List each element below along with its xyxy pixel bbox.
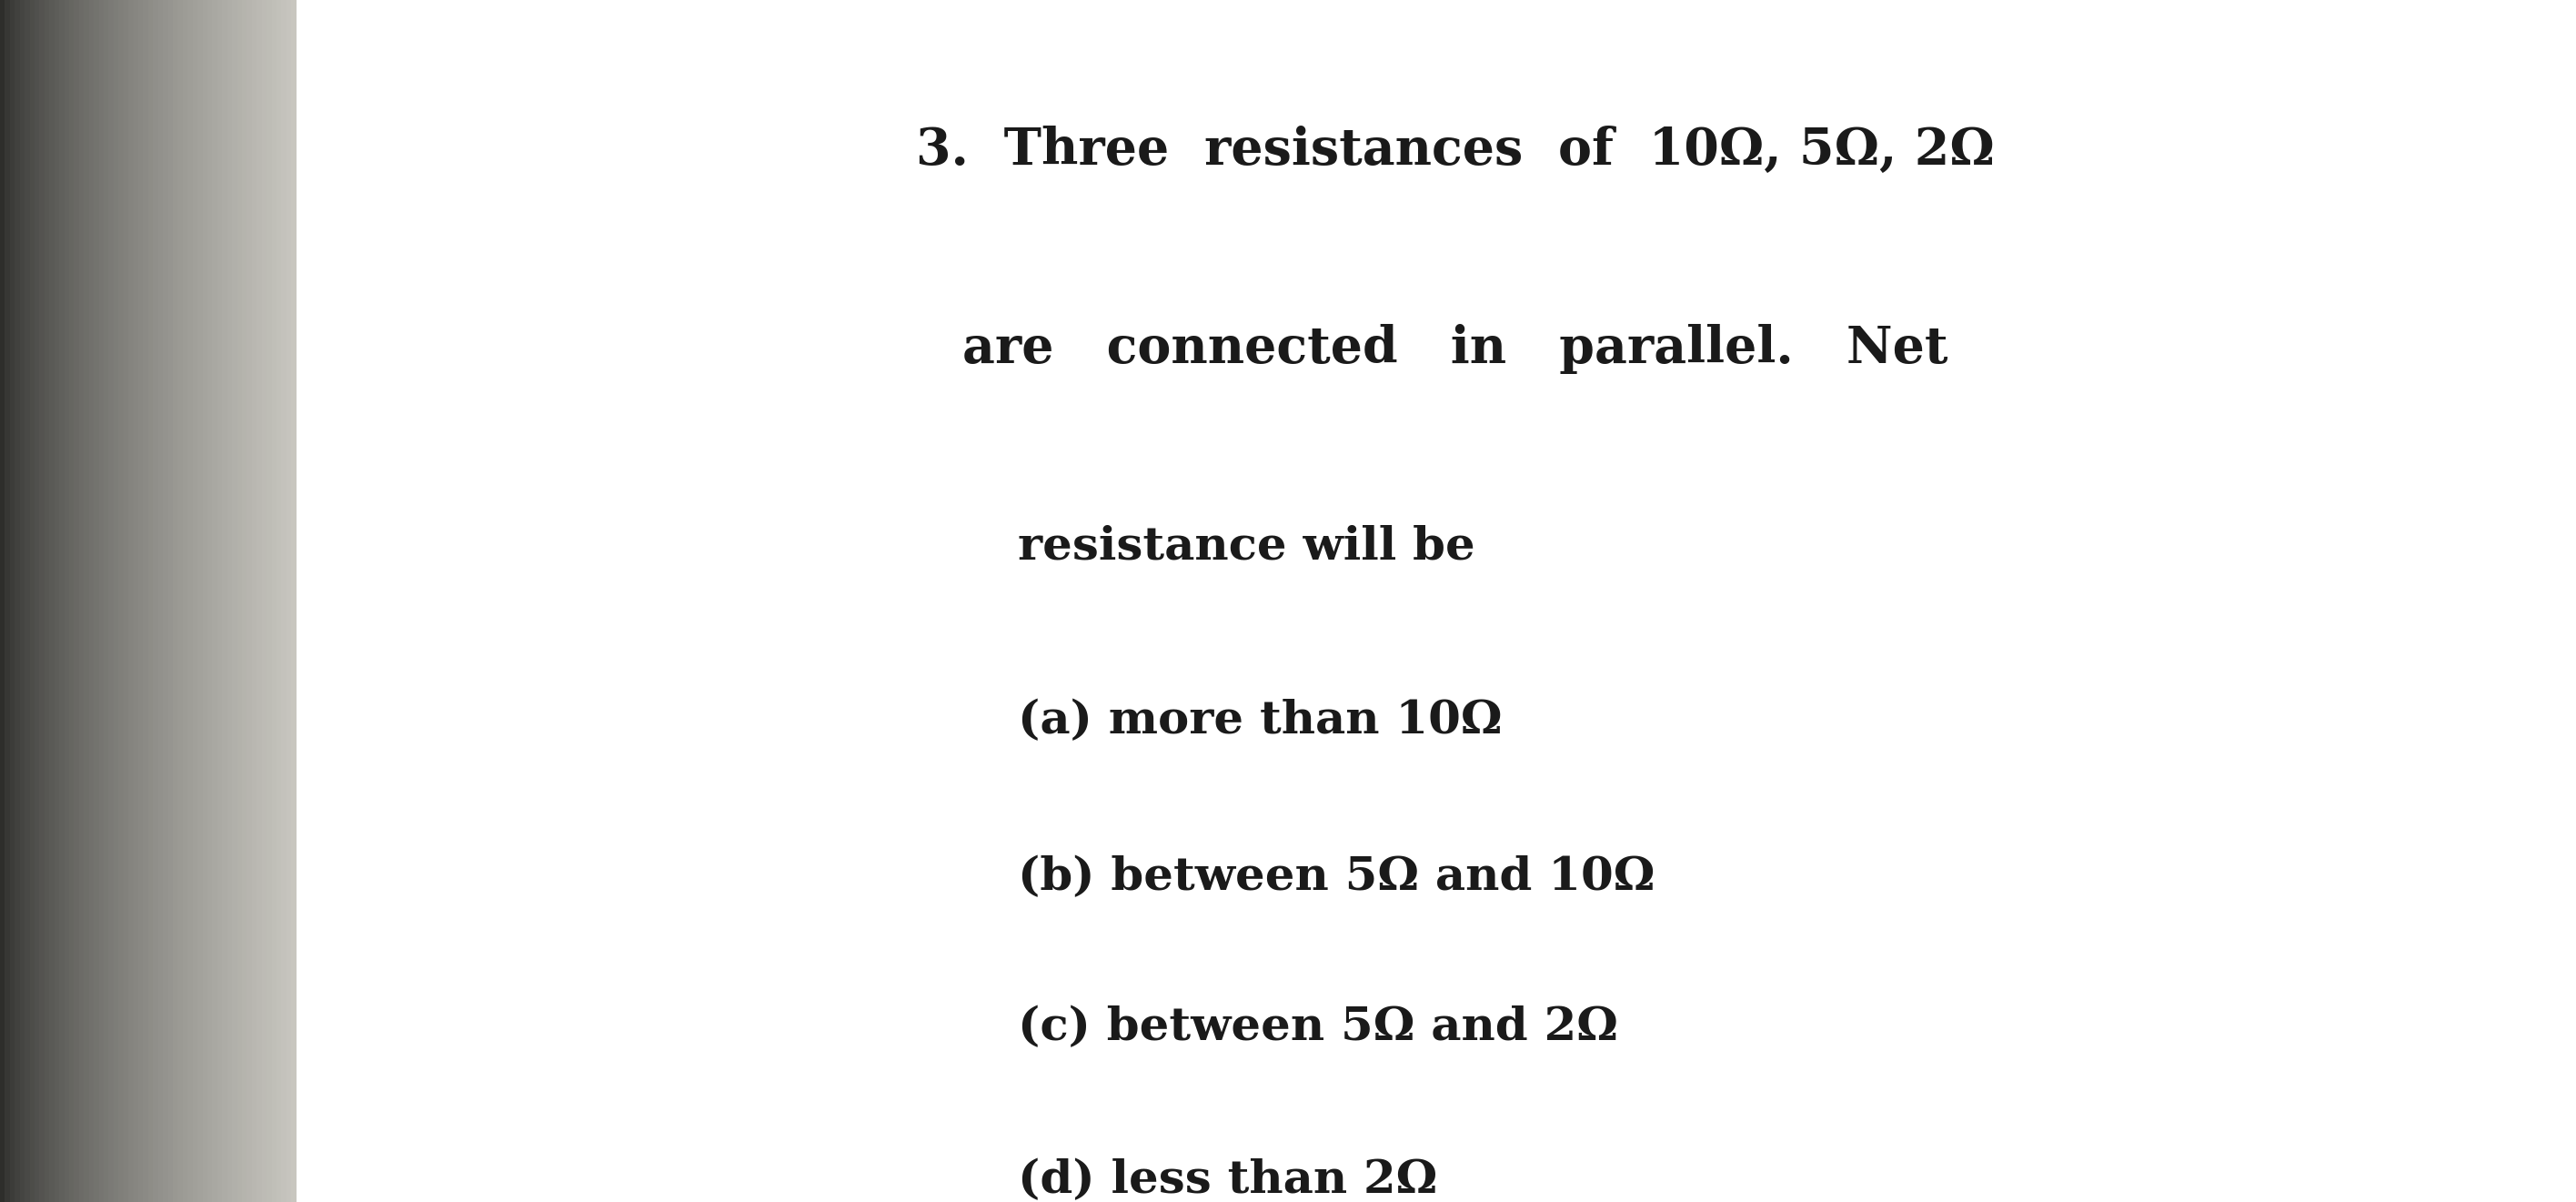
Bar [216,0,222,1202]
Text: (a) more than 10Ω: (a) more than 10Ω [1018,698,1502,744]
Bar [173,0,178,1202]
Bar [31,0,33,1202]
Bar [93,0,98,1202]
Bar [134,0,139,1202]
Bar [21,0,26,1202]
Bar [144,0,149,1202]
Bar [59,0,64,1202]
Bar [75,0,80,1202]
Bar [183,0,188,1202]
Bar [113,0,118,1202]
Text: are   connected   in   parallel.   Net: are connected in parallel. Net [963,323,1947,374]
Bar [15,0,21,1202]
Text: resistance will be: resistance will be [1018,524,1476,570]
Bar [149,0,152,1202]
Bar [0,0,5,1202]
Bar [270,0,276,1202]
Bar [252,0,258,1202]
Bar [85,0,88,1202]
Bar [108,0,113,1202]
Bar [33,0,39,1202]
Bar [98,0,103,1202]
Bar [188,0,193,1202]
Bar [232,0,237,1202]
Bar [49,0,54,1202]
Bar [286,0,291,1202]
Bar [88,0,93,1202]
Bar [129,0,134,1202]
Bar [211,0,216,1202]
Bar [227,0,232,1202]
Bar [291,0,296,1202]
Bar [157,0,162,1202]
Bar [237,0,242,1202]
Bar [206,0,211,1202]
Bar [162,0,167,1202]
Bar [70,0,75,1202]
Bar [10,0,15,1202]
Bar [103,0,108,1202]
Bar [247,0,252,1202]
Bar [204,0,206,1202]
Bar [152,0,157,1202]
Bar [139,0,144,1202]
Bar [80,0,85,1202]
Bar [167,0,173,1202]
Bar [198,0,204,1202]
Bar [276,0,281,1202]
Bar [268,0,270,1202]
Text: (b) between 5Ω and 10Ω: (b) between 5Ω and 10Ω [1018,855,1654,900]
Text: 3.  Three  resistances  of  10Ω, 5Ω, 2Ω: 3. Three resistances of 10Ω, 5Ω, 2Ω [917,125,1994,175]
Bar [44,0,49,1202]
Bar [5,0,10,1202]
Bar [178,0,183,1202]
Bar [242,0,247,1202]
Bar [118,0,124,1202]
Bar [54,0,59,1202]
Bar [281,0,286,1202]
Bar [258,0,263,1202]
Bar [64,0,70,1202]
Text: (d) less than 2Ω: (d) less than 2Ω [1018,1158,1437,1202]
Bar [39,0,44,1202]
Bar [222,0,227,1202]
Bar [26,0,31,1202]
Bar [263,0,268,1202]
Bar [193,0,198,1202]
Bar [124,0,129,1202]
Text: (c) between 5Ω and 2Ω: (c) between 5Ω and 2Ω [1018,1005,1618,1051]
